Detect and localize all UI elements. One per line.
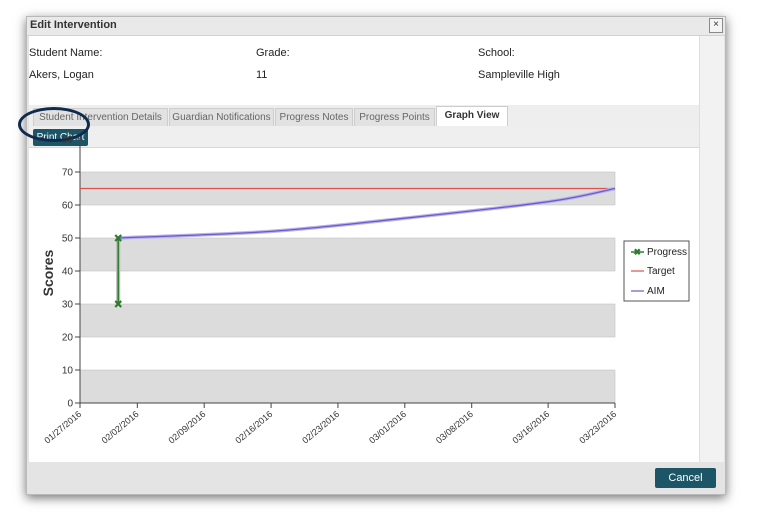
student-name-label: Student Name: [29,47,103,59]
dialog-title: Edit Intervention [30,19,117,31]
graph-chart: Scores 0 10 20 30 40 50 60 70 80 01/27/2016 02/02… [40,135,690,445]
dialog-titlebar: Edit Intervention × [27,17,725,36]
y-tick-label: 70 [62,168,74,179]
school-value: Sampleville High [478,69,560,81]
chart-legend: ✖ Progress Target AIM [623,240,690,302]
grade-value: 11 [256,69,268,81]
y-tick-label: 0 [67,399,73,410]
scrollbar[interactable] [699,36,724,462]
y-tick-label: 40 [62,267,74,278]
x-tick-label: 02/02/2016 [100,409,141,446]
school-label: School: [478,47,515,59]
aim-line [118,187,616,239]
x-tick-label: 02/16/2016 [233,409,274,446]
tab-progress-notes[interactable]: Progress Notes [275,108,353,126]
cancel-button[interactable]: Cancel [655,468,716,488]
y-tick-label: 60 [62,201,74,212]
x-tick-label: 03/16/2016 [510,409,551,446]
chart-axes [79,137,615,404]
legend-progress-marker: ✖ [634,247,642,257]
x-tick-labels: 01/27/2016 02/02/2016 02/09/2016 02/16/2016… [42,403,618,445]
y-tick-labels: 0 10 20 30 40 50 60 70 80 [62,135,80,410]
y-axis-label: Scores [40,249,56,296]
legend-progress-label: Progress [647,247,687,258]
chart-series [80,186,616,308]
x-tick-label: 02/09/2016 [167,409,208,446]
student-name-value: Akers, Logan [29,69,94,81]
y-tick-label: 50 [62,234,74,245]
x-tick-label: 03/23/2016 [577,409,618,446]
progress-marker-stroke [114,234,122,242]
x-tick-label: 02/23/2016 [300,409,341,446]
legend-target-label: Target [647,266,675,277]
legend-aim-label: AIM [647,286,665,297]
chart-band-0 [79,369,616,404]
tab-guardian-notifications[interactable]: Guardian Notifications [169,108,274,126]
x-tick-label: 01/27/2016 [42,409,83,446]
tab-student-intervention-details[interactable]: Student Intervention Details [33,108,168,126]
chart-band-40 [79,237,616,272]
tab-progress-points[interactable]: Progress Points [354,108,435,126]
grade-label: Grade: [256,47,290,59]
y-tick-label: 20 [62,333,74,344]
y-tick-label: 10 [62,366,74,377]
progress-point [114,234,122,242]
y-tick-label: 80 [62,135,74,146]
chart-band-20 [79,303,616,338]
progress-point [114,300,122,308]
x-tick-label: 03/08/2016 [434,409,475,446]
progress-marker-stroke [114,300,122,308]
close-icon[interactable]: × [709,18,723,33]
x-tick-label: 03/01/2016 [367,409,408,446]
tab-graph-view[interactable]: Graph View [436,106,508,126]
tab-bar: Student Intervention Details Guardian No… [29,105,699,128]
chart-bands [79,171,616,404]
chart-toolbar: Print Chart [29,127,699,148]
y-tick-label: 30 [62,300,74,311]
